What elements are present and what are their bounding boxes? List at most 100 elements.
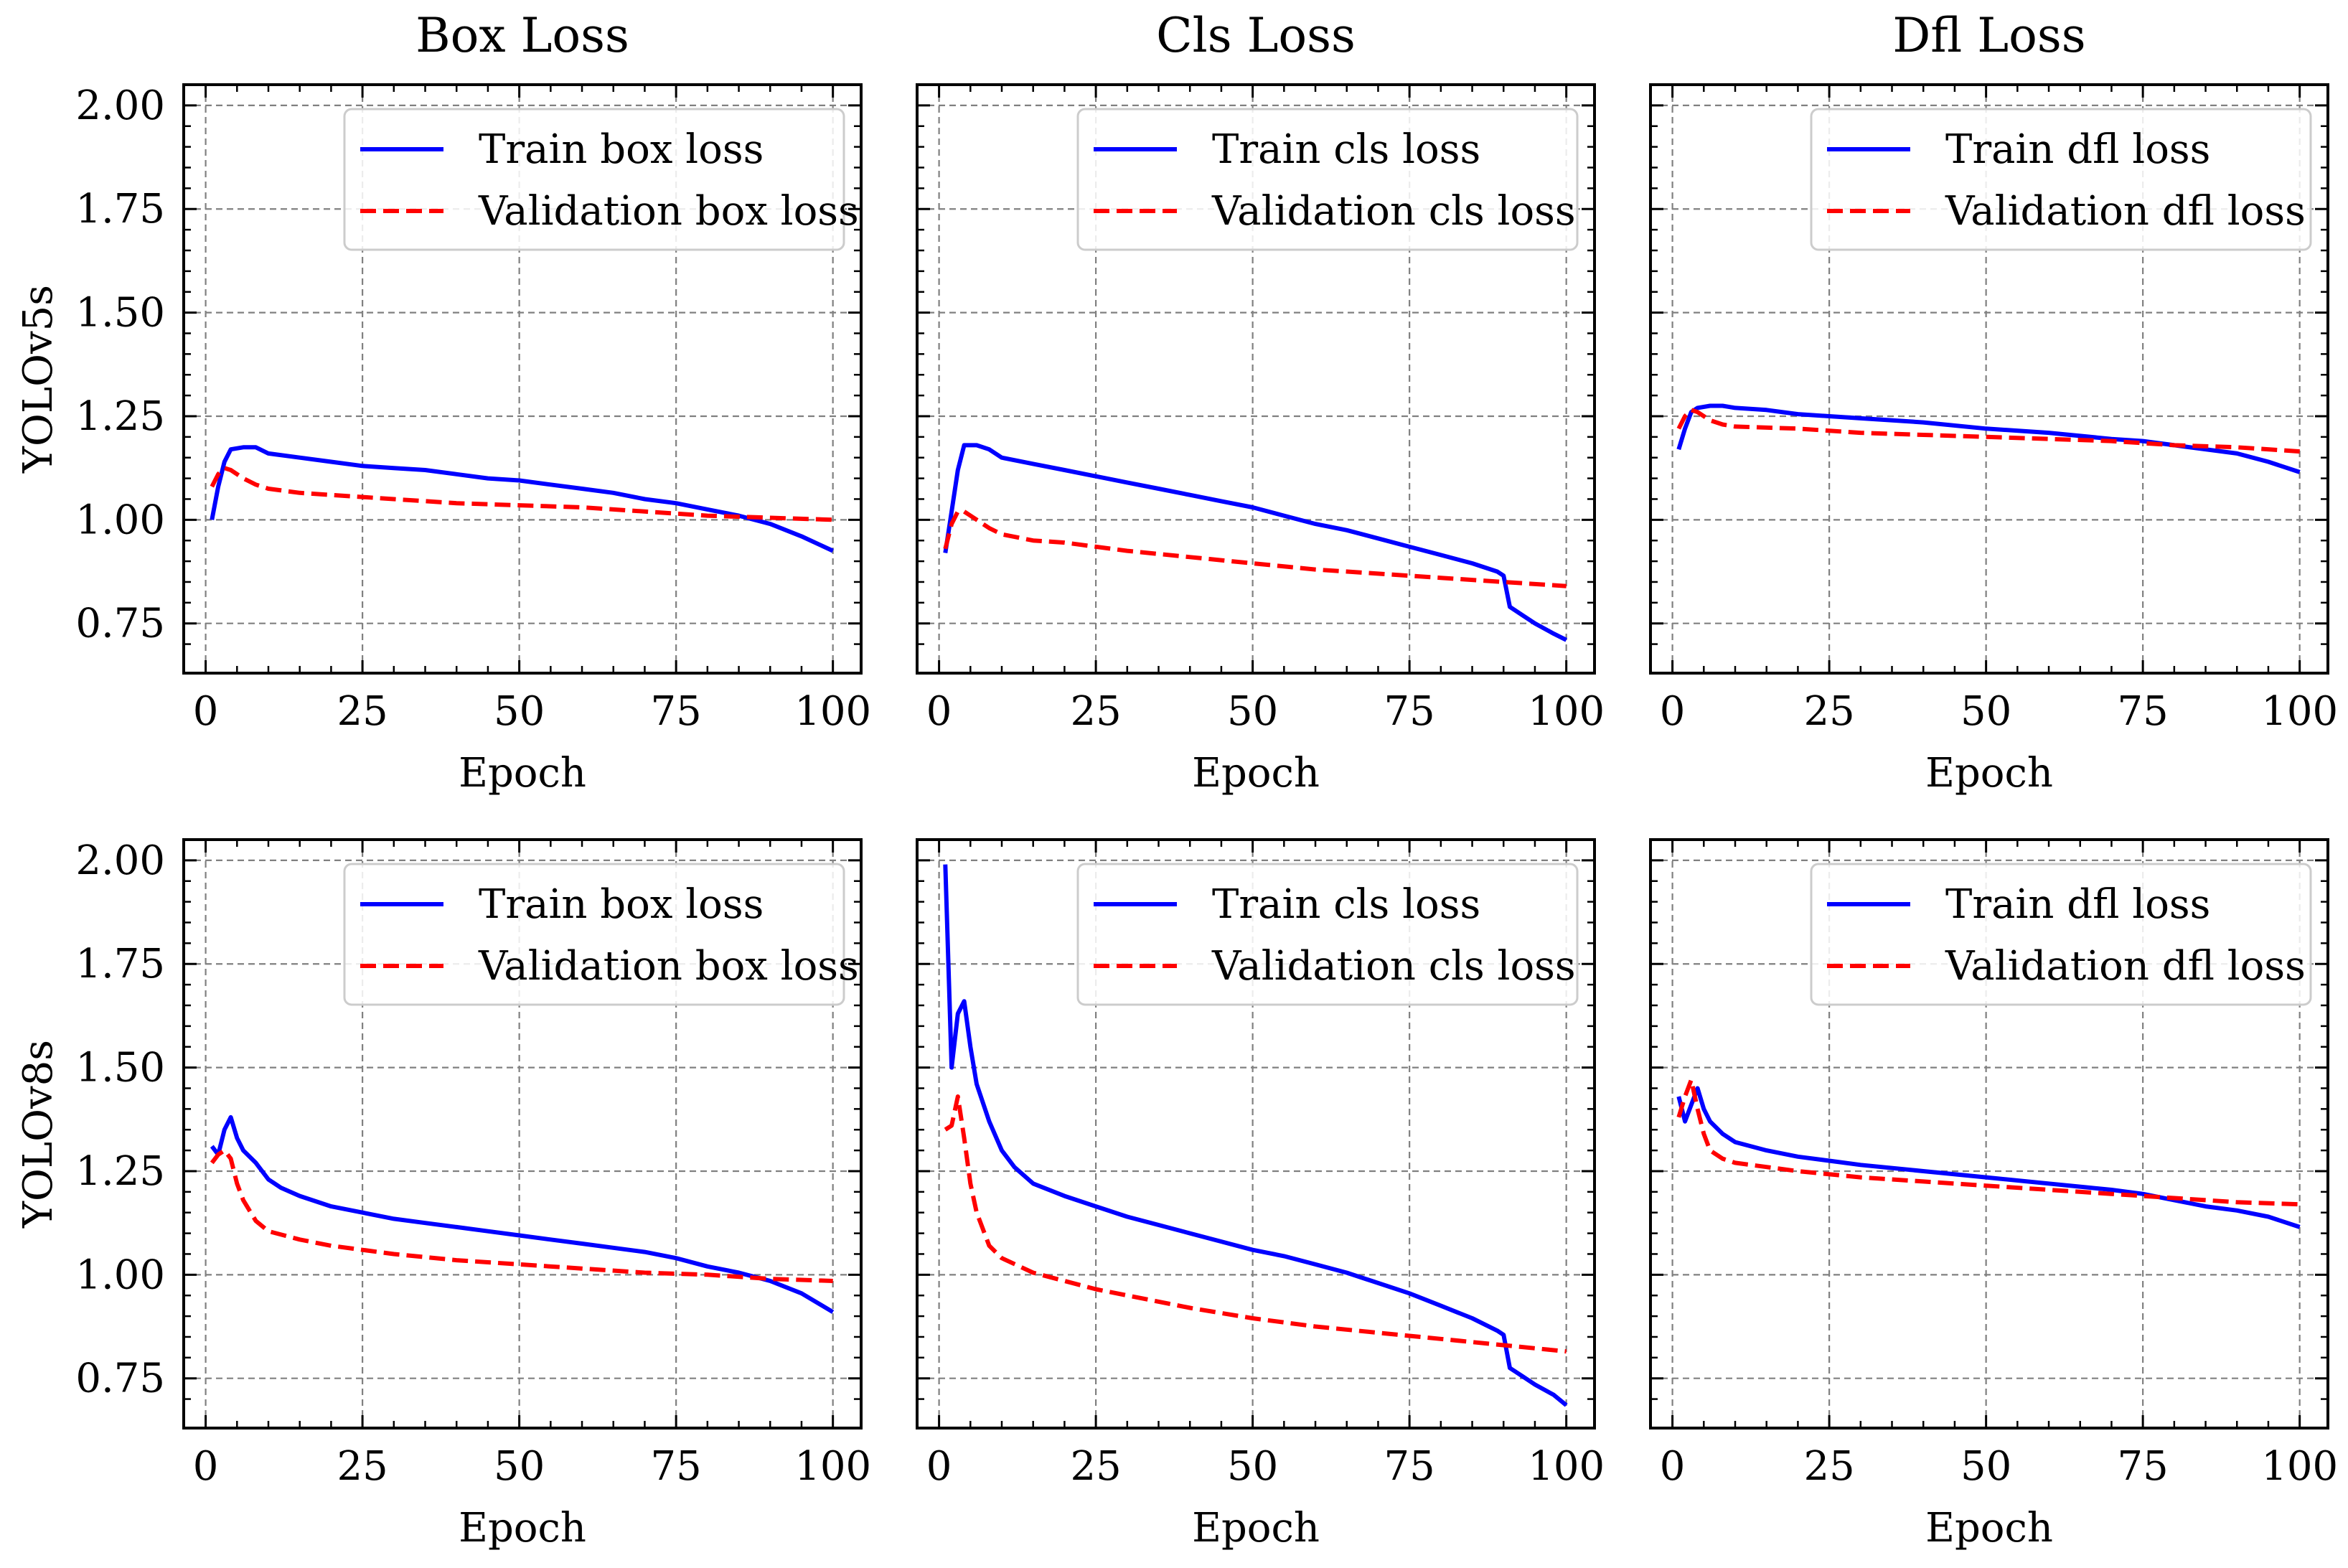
x-axis-label: Epoch — [1192, 1505, 1320, 1551]
x-tick-label: 50 — [1960, 688, 2011, 735]
x-axis-label: Epoch — [459, 750, 586, 797]
legend: Train dfl loss Validation dfl loss — [1810, 863, 2312, 1006]
y-tick-label: 1.75 — [75, 186, 165, 233]
y-tick-label: 0.75 — [75, 601, 165, 647]
plot-frame — [1649, 83, 2329, 675]
legend-label: Train box loss — [479, 881, 764, 928]
legend-box — [1810, 108, 2312, 251]
subplot-r0-c2: 0 25 50 75 100 Train dfl loss Validation dfl l… — [1649, 8, 2338, 797]
legend-box — [343, 863, 845, 1006]
subplot-r1-c2: 0 25 50 75 100 Train dfl loss Validation dfl l… — [1649, 838, 2338, 1551]
x-axis-label: Epoch — [1925, 750, 2053, 797]
y-tick-label: 1.25 — [75, 1148, 165, 1195]
column-title: Cls Loss — [1156, 8, 1356, 63]
validation-loss-line — [1676, 1077, 2300, 1207]
x-tick-label: 0 — [926, 688, 952, 735]
validation-loss-line — [210, 1148, 833, 1283]
subplot-r1-c0: 0 25 50 75 100 0.75 1.00 1.25 1.50 1.75 2.00 Train … — [15, 837, 871, 1551]
x-tick-label: 100 — [794, 688, 871, 735]
train-loss-line — [943, 443, 1568, 642]
x-tick-label: 100 — [1528, 688, 1605, 735]
legend-label: Train cls loss — [1212, 126, 1480, 173]
train-loss-line — [943, 864, 1568, 1407]
row-label: YOLOv5s — [15, 285, 62, 474]
legend: Train box loss Validation box loss — [343, 863, 859, 1006]
y-tick-label: 1.00 — [75, 497, 165, 543]
train-loss-line — [1676, 1086, 2301, 1229]
legend-label: Train cls loss — [1212, 881, 1480, 928]
legend-box — [1076, 863, 1579, 1006]
x-axis-label: Epoch — [1925, 1505, 2053, 1551]
row-label: YOLOv8s — [15, 1040, 62, 1229]
legend-label: Validation dfl loss — [1945, 943, 2306, 990]
y-tick-label: 1.50 — [75, 290, 165, 337]
y-tick-label: 2.00 — [75, 837, 165, 884]
legend: Train box loss Validation box loss — [343, 108, 859, 251]
legend: Train dfl loss Validation dfl loss — [1810, 108, 2312, 251]
x-axis-label: Epoch — [1192, 750, 1320, 797]
legend: Train cls loss Validation cls loss — [1076, 108, 1579, 251]
legend-box — [1810, 863, 2312, 1006]
train-loss-line — [210, 1114, 835, 1314]
x-tick-label: 0 — [1660, 1443, 1686, 1490]
subplot-r1-c1: 0 25 50 75 100 Train cls loss Validation cls l… — [916, 838, 1605, 1551]
x-tick-label: 25 — [337, 1443, 388, 1490]
x-tick-label: 25 — [1070, 1443, 1121, 1490]
x-tick-label: 0 — [926, 1443, 952, 1490]
y-tick-label: 2.00 — [75, 83, 165, 129]
x-axis-label: Epoch — [459, 1505, 586, 1551]
x-tick-label: 25 — [1803, 688, 1854, 735]
x-tick-label: 100 — [1528, 1443, 1605, 1490]
plot-frame — [182, 838, 863, 1429]
y-tick-label: 1.50 — [75, 1045, 165, 1092]
legend-box — [1076, 108, 1579, 251]
x-tick-label: 0 — [1660, 688, 1686, 735]
x-tick-label: 75 — [1384, 688, 1435, 735]
x-tick-label: 75 — [2118, 688, 2169, 735]
legend-label: Validation box loss — [478, 943, 859, 990]
x-tick-label: 75 — [651, 1443, 702, 1490]
x-tick-label: 25 — [1070, 688, 1121, 735]
x-tick-label: 100 — [794, 1443, 871, 1490]
x-tick-label: 25 — [1803, 1443, 1854, 1490]
validation-loss-line — [210, 466, 833, 522]
plot-frame — [916, 83, 1596, 675]
legend-label: Validation box loss — [478, 188, 859, 235]
x-tick-label: 50 — [1227, 688, 1278, 735]
x-tick-label: 50 — [1960, 1443, 2011, 1490]
x-tick-label: 25 — [337, 688, 388, 735]
column-title: Box Loss — [415, 8, 629, 63]
x-tick-label: 50 — [1227, 1443, 1278, 1490]
plot-frame — [916, 838, 1596, 1429]
validation-loss-line — [944, 1094, 1567, 1354]
x-tick-label: 100 — [2261, 688, 2338, 735]
x-tick-label: 75 — [1384, 1443, 1435, 1490]
legend-label: Train dfl loss — [1945, 881, 2210, 928]
plot-frame — [182, 83, 863, 675]
subplot-r0-c0: 0 25 50 75 100 0.75 1.00 1.25 1.50 1.75 2.00 Train … — [15, 8, 871, 797]
plot-frame — [1649, 838, 2329, 1429]
y-tick-label: 1.75 — [75, 941, 165, 987]
legend-label: Validation cls loss — [1211, 943, 1576, 990]
x-tick-label: 100 — [2261, 1443, 2338, 1490]
legend-label: Validation cls loss — [1211, 188, 1576, 235]
x-tick-label: 0 — [193, 1443, 219, 1490]
x-tick-label: 50 — [494, 1443, 545, 1490]
legend-box — [343, 108, 845, 251]
legend: Train cls loss Validation cls loss — [1076, 863, 1579, 1006]
x-tick-label: 75 — [651, 688, 702, 735]
column-title: Dfl Loss — [1892, 8, 2085, 63]
legend-label: Validation dfl loss — [1945, 188, 2306, 235]
y-tick-label: 1.00 — [75, 1252, 165, 1298]
train-loss-line — [210, 445, 834, 553]
x-tick-label: 0 — [193, 688, 219, 735]
validation-loss-line — [1676, 408, 2300, 454]
legend-label: Train box loss — [479, 126, 764, 173]
x-tick-label: 75 — [2118, 1443, 2169, 1490]
validation-loss-line — [943, 509, 1567, 588]
y-tick-label: 1.25 — [75, 393, 165, 440]
x-tick-label: 50 — [494, 688, 545, 735]
subplot-r0-c1: 0 25 50 75 100 Train cls loss Validation cls l… — [916, 8, 1605, 797]
y-tick-label: 0.75 — [75, 1356, 165, 1402]
